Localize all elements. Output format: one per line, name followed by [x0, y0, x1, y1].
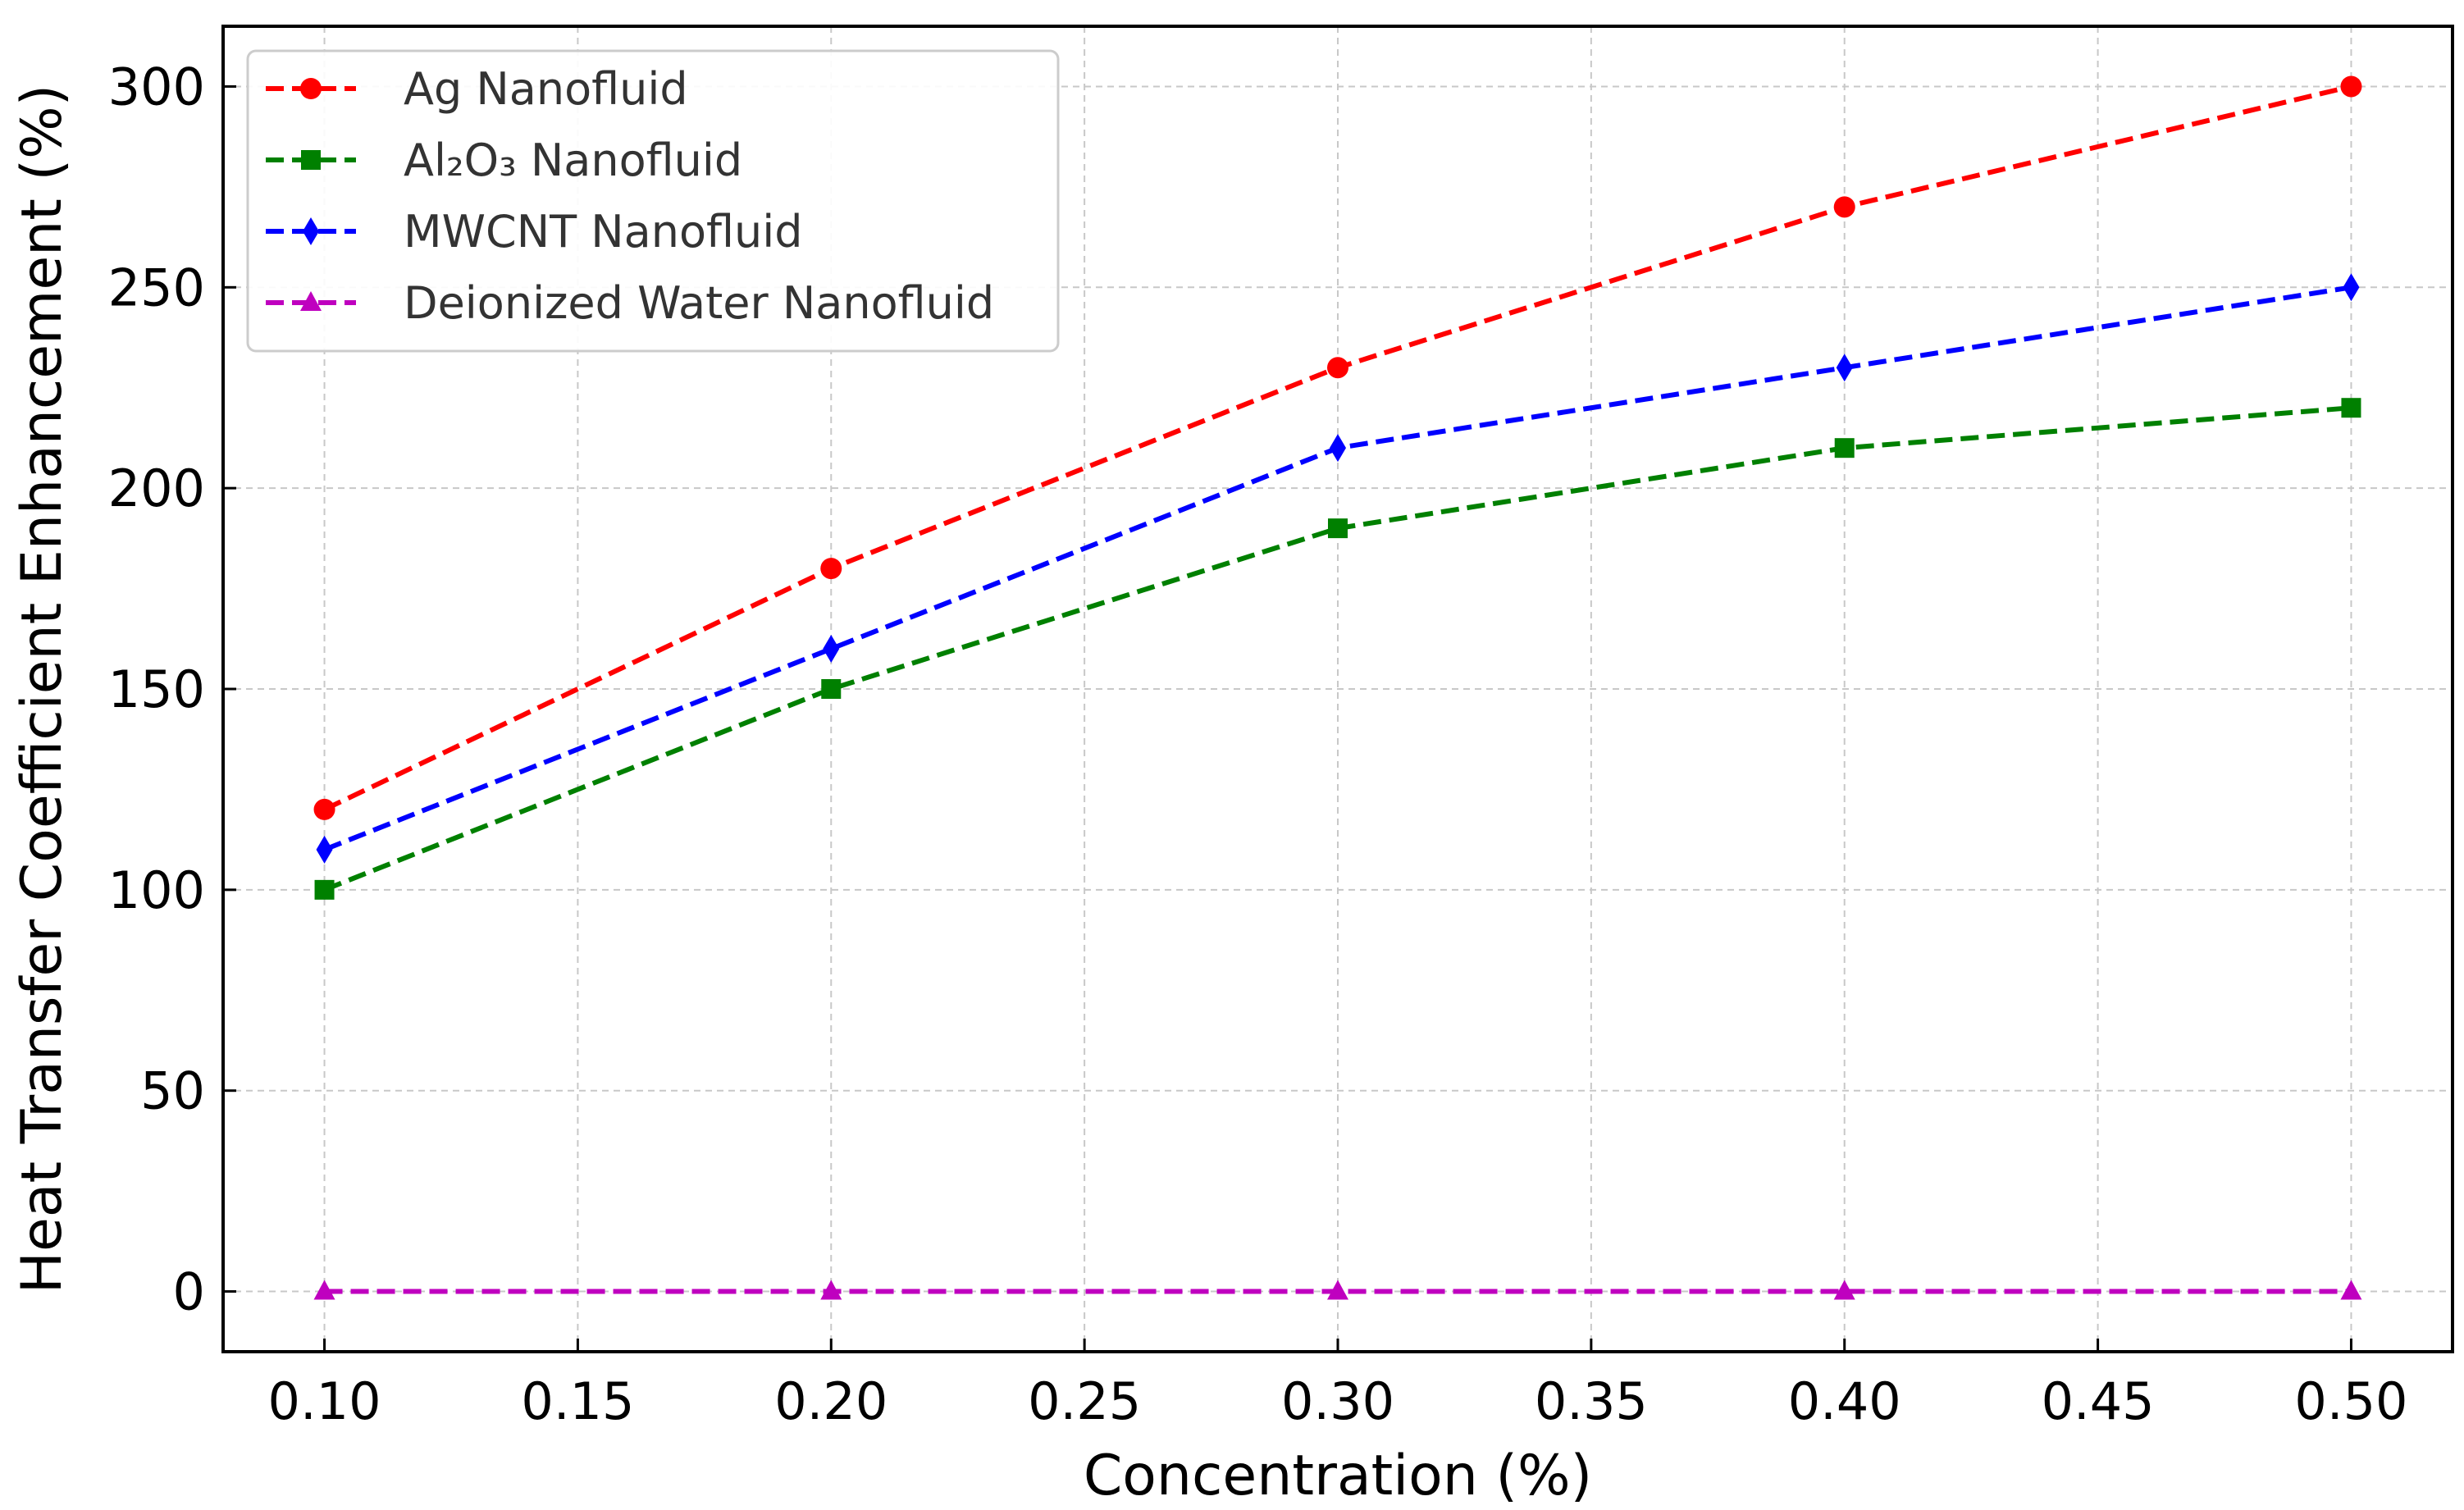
legend-label-1: Al₂O₃ Nanofluid: [404, 135, 742, 186]
data-point-3-3: [1833, 1280, 1855, 1300]
x-axis-label: Concentration (%): [1084, 1444, 1592, 1508]
legend-marker-0: [300, 78, 322, 99]
series-3: [313, 1280, 2362, 1300]
data-point-1-3: [1834, 438, 1855, 458]
ticks: 0.10 0.15 0.20 0.25 0.30 0.35 0.40 0.45 0.50 0 50 1…: [108, 57, 2408, 1431]
legend-marker-3: [300, 291, 322, 311]
data-point-1-2: [1328, 518, 1348, 539]
data-point-0-3: [1833, 196, 1855, 218]
x-tick-label-0: 0.10: [268, 1371, 381, 1431]
legend-label-0: Ag Nanofluid: [404, 63, 688, 115]
series-1: [314, 398, 2361, 900]
y-tick-label-2: 100: [108, 860, 205, 920]
y-tick-label-5: 250: [108, 258, 205, 317]
x-tick-label-1: 0.15: [521, 1371, 634, 1431]
data-point-0-4: [2340, 75, 2362, 98]
legend-label-3: Deionized Water Nanofluid: [404, 277, 994, 329]
x-tick-label-6: 0.40: [1788, 1371, 1901, 1431]
data-point-2-3: [1836, 354, 1853, 382]
series-2: [316, 273, 2360, 864]
data-point-2-4: [2343, 273, 2360, 302]
y-tick-label-0: 0: [173, 1262, 205, 1322]
series-0: [313, 75, 2362, 820]
x-tick-label-5: 0.35: [1535, 1371, 1648, 1431]
data-point-1-1: [821, 679, 842, 699]
data-point-0-1: [820, 558, 842, 580]
legend-marker-2: [303, 217, 319, 245]
x-tick-label-8: 0.50: [2294, 1371, 2407, 1431]
data-point-2-2: [1330, 434, 1346, 463]
data-point-3-1: [820, 1280, 842, 1300]
legend: Ag Nanofluid Al₂O₃ Nanofluid MWCNT Nanoflu…: [246, 49, 1060, 353]
y-tick-label-6: 300: [108, 57, 205, 116]
data-point-3-0: [313, 1280, 335, 1300]
data-point-2-0: [316, 835, 333, 864]
legend-label-2: MWCNT Nanofluid: [404, 206, 803, 258]
y-tick-label-3: 150: [108, 659, 205, 719]
legend-box: [246, 49, 1060, 353]
y-tick-label-1: 50: [140, 1061, 205, 1121]
x-tick-label-3: 0.25: [1028, 1371, 1141, 1431]
series-layer: [313, 75, 2362, 1300]
data-point-1-0: [314, 879, 335, 900]
data-point-3-2: [1327, 1280, 1348, 1300]
x-tick-label-2: 0.20: [774, 1371, 887, 1431]
x-tick-label-7: 0.45: [2042, 1371, 2155, 1431]
data-point-0-0: [313, 798, 335, 820]
data-point-0-2: [1327, 357, 1348, 379]
y-axis-label: Heat Transfer Coefficient Enhancement (%…: [10, 84, 75, 1293]
x-tick-label-4: 0.30: [1281, 1371, 1394, 1431]
data-point-3-4: [2340, 1280, 2362, 1300]
data-point-1-4: [2341, 398, 2361, 418]
y-tick-label-4: 200: [108, 458, 205, 518]
data-point-2-1: [823, 635, 840, 664]
legend-marker-1: [301, 150, 321, 170]
